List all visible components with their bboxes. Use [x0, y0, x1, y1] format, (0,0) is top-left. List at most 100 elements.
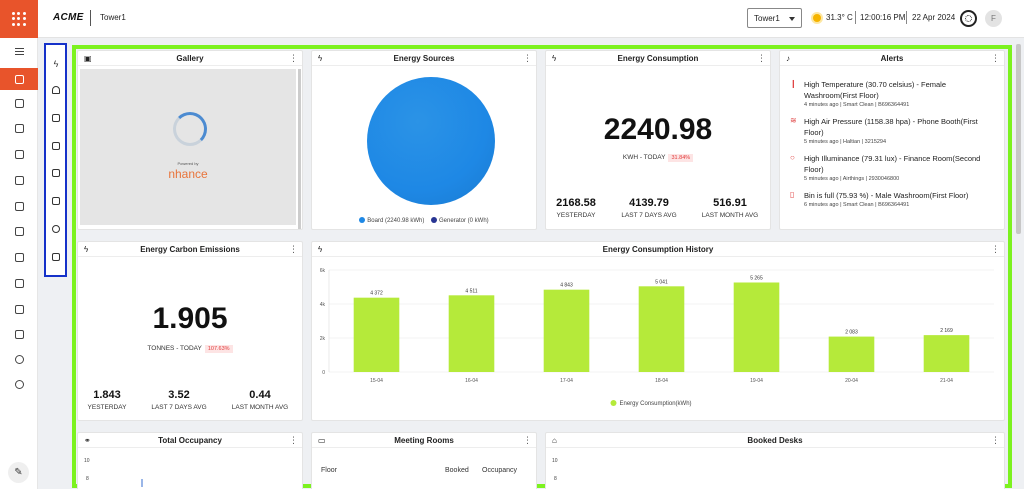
legend-label[interactable]: Energy Consumption(kWh) — [620, 401, 692, 407]
bell-icon[interactable] — [52, 86, 60, 94]
y-tick-label: 0 — [322, 370, 325, 376]
edit-button[interactable]: ✎ — [8, 462, 29, 483]
bar-17-04[interactable] — [543, 289, 590, 372]
chart-icon — [14, 329, 24, 339]
y-tick: 8 — [554, 476, 557, 482]
desk-icon: ⌂ — [552, 436, 557, 445]
meeting-room-icon[interactable] — [52, 197, 60, 205]
bar-value-label: 4 843 — [560, 283, 573, 289]
more-icon[interactable]: ⋮ — [289, 53, 298, 63]
alert-item[interactable]: ❙ High Temperature (30.70 celsius) - Fema… — [788, 79, 996, 108]
carbon-today-value: 1.905 — [152, 302, 228, 335]
column-header-floor[interactable]: Floor — [321, 467, 337, 474]
feedback-icon[interactable] — [52, 169, 60, 177]
occupancy-line — [141, 479, 143, 487]
apps-grid-icon — [12, 12, 26, 26]
more-icon[interactable]: ⋮ — [991, 244, 1000, 254]
site-title: Tower1 — [100, 13, 126, 22]
column-header-occupancy[interactable]: Occupancy — [482, 467, 518, 474]
air-quality-icon[interactable] — [52, 225, 60, 233]
stat-label: LAST 7 DAYS AVG — [151, 404, 207, 411]
y-tick: 8 — [86, 476, 89, 482]
bar-20-04[interactable] — [828, 336, 875, 372]
energy-today-value: 2240.98 — [603, 113, 713, 146]
more-icon[interactable]: ⋮ — [523, 435, 532, 445]
occupancy-icon[interactable] — [52, 114, 60, 122]
legend-item-board[interactable]: Board (2240.98 kWh) — [359, 217, 424, 224]
chat-icon — [14, 175, 24, 185]
scrollbar[interactable] — [1016, 44, 1021, 234]
total-occupancy-card: ⚭ Total Occupancy ⋮ 10 8 — [77, 432, 303, 489]
nav-settings[interactable] — [0, 348, 38, 370]
site-select[interactable]: Tower1 — [747, 8, 802, 28]
alert-item[interactable]: ≋ High Air Pressure (1158.38 hpa) - Phone… — [788, 116, 996, 145]
booked-desks-card: ⌂ Booked Desks ⋮ 10 8 — [545, 432, 1005, 489]
nav-headset[interactable] — [0, 373, 38, 395]
bar-18-04[interactable] — [638, 286, 685, 372]
more-icon[interactable]: ⋮ — [289, 244, 298, 254]
nav-chat[interactable] — [0, 169, 38, 191]
pie-slice-board[interactable] — [367, 77, 495, 205]
y-tick-label: 4k — [320, 302, 326, 308]
nav-copy[interactable] — [0, 92, 38, 114]
menu-button[interactable] — [0, 40, 38, 62]
card-title: Energy Sources — [393, 54, 455, 63]
settings-button[interactable] — [960, 10, 977, 27]
legend-dot — [359, 217, 366, 223]
headset-icon — [14, 379, 24, 389]
column-header-booked[interactable]: Booked — [445, 467, 469, 474]
nav-home[interactable] — [0, 68, 38, 90]
alert-item[interactable]: ○ High Illuminance (79.31 lux) - Finance … — [788, 153, 996, 182]
x-tick-label: 19-04 — [750, 378, 763, 384]
nav-device[interactable] — [0, 220, 38, 242]
bar-15-04[interactable] — [353, 297, 400, 372]
stat-yesterday: 2168.58 YESTERDAY — [552, 197, 600, 219]
nav-chart[interactable] — [0, 323, 38, 345]
stat-value: 1.843 — [93, 389, 121, 401]
unit-label: TONNES - TODAY — [147, 345, 202, 352]
legend-dot[interactable] — [610, 400, 617, 406]
more-icon[interactable]: ⋮ — [523, 53, 532, 63]
nav-people[interactable] — [0, 272, 38, 294]
alert-item[interactable]: ▯ Bin is full (75.93 %) - Male Washroom(F… — [788, 190, 996, 208]
nav-monitor[interactable] — [0, 117, 38, 139]
nav-car[interactable] — [0, 195, 38, 217]
x-tick-label: 20-04 — [845, 378, 858, 384]
book-icon[interactable] — [52, 253, 60, 261]
stat-value: 3.52 — [168, 389, 190, 401]
change-badge: 31.84% — [668, 154, 694, 162]
more-icon[interactable]: ⋮ — [991, 435, 1000, 445]
alerts-card: ♪ Alerts ⋮ ❙ High Temperature (30.70 cels… — [779, 50, 1005, 230]
apps-menu-button[interactable] — [0, 0, 38, 38]
alerts-list: ❙ High Temperature (30.70 celsius) - Fema… — [788, 79, 996, 216]
x-tick-label: 16-04 — [465, 378, 478, 384]
desk-icon[interactable] — [52, 142, 60, 150]
nav-screen[interactable] — [0, 246, 38, 268]
avatar[interactable]: F — [985, 10, 1002, 27]
more-icon[interactable]: ⋮ — [757, 53, 766, 63]
bar-19-04[interactable] — [733, 282, 780, 372]
bar-16-04[interactable] — [448, 295, 495, 372]
stat-yesterday: 1.843 YESTERDAY — [82, 389, 132, 411]
card-title: Alerts — [880, 54, 904, 63]
carbon-today-label: TONNES - TODAY 107.63% — [78, 345, 302, 353]
energy-icon: ϟ — [84, 245, 89, 254]
bar-value-label: 5 041 — [655, 279, 668, 285]
copy-icon — [14, 98, 24, 108]
nav-nodes[interactable] — [0, 143, 38, 165]
card-header: ϟ Energy Sources ⋮ — [312, 51, 536, 66]
energy-icon[interactable]: ϟ — [53, 59, 59, 69]
bar-value-label: 2 169 — [940, 328, 953, 334]
bar-21-04[interactable] — [923, 335, 970, 372]
device-icon — [14, 226, 24, 236]
more-icon[interactable]: ⋮ — [289, 435, 298, 445]
nav-support[interactable] — [0, 298, 38, 320]
legend-item-generator[interactable]: Generator (0 kWh) — [431, 217, 489, 224]
more-icon[interactable]: ⋮ — [991, 53, 1000, 63]
monitor-icon — [14, 123, 24, 133]
support-icon — [14, 304, 24, 314]
pie-legend: Board (2240.98 kWh) Generator (0 kWh) — [312, 217, 536, 224]
gallery-scrollbar[interactable] — [298, 69, 301, 229]
stat-value: 4139.79 — [629, 197, 669, 209]
alert-meta: 5 minutes ago | Haltian | 3215294 — [804, 139, 887, 145]
